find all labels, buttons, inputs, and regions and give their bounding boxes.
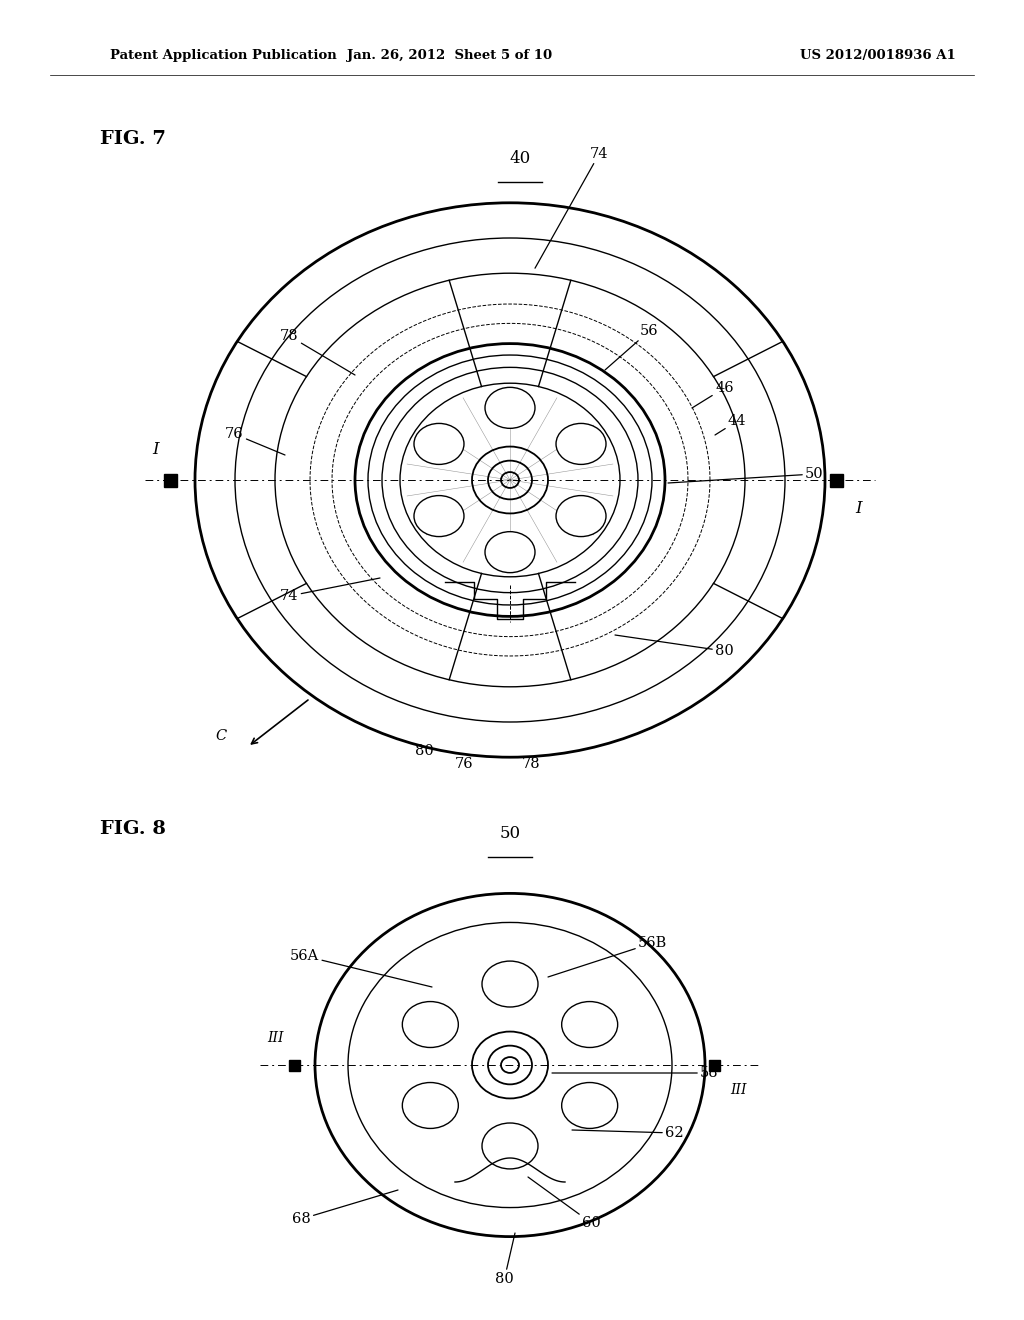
Ellipse shape [556, 495, 606, 537]
Ellipse shape [402, 1082, 459, 1129]
Text: I: I [855, 500, 861, 517]
Ellipse shape [414, 495, 464, 537]
Text: 68: 68 [292, 1191, 398, 1226]
Text: C: C [215, 729, 226, 743]
Text: III: III [267, 1031, 284, 1045]
Text: 50: 50 [500, 825, 520, 842]
FancyBboxPatch shape [830, 474, 843, 487]
Text: Jan. 26, 2012  Sheet 5 of 10: Jan. 26, 2012 Sheet 5 of 10 [347, 49, 553, 62]
FancyBboxPatch shape [709, 1060, 720, 1071]
Ellipse shape [482, 1123, 538, 1170]
Text: 80: 80 [415, 744, 434, 758]
Text: 78: 78 [522, 756, 541, 771]
Ellipse shape [402, 1002, 459, 1048]
Text: 60: 60 [528, 1177, 601, 1230]
Ellipse shape [562, 1002, 617, 1048]
Text: 56: 56 [605, 323, 658, 370]
Text: 74: 74 [535, 147, 608, 268]
Text: 76: 76 [455, 756, 474, 771]
Text: III: III [730, 1082, 746, 1097]
Text: 44: 44 [715, 414, 746, 436]
Text: FIG. 7: FIG. 7 [100, 129, 166, 148]
Ellipse shape [485, 387, 535, 429]
Ellipse shape [562, 1082, 617, 1129]
Ellipse shape [414, 424, 464, 465]
Text: I: I [153, 441, 159, 458]
Ellipse shape [482, 961, 538, 1007]
Text: Patent Application Publication: Patent Application Publication [110, 49, 337, 62]
FancyBboxPatch shape [289, 1060, 300, 1071]
Text: 76: 76 [225, 426, 285, 455]
Ellipse shape [556, 424, 606, 465]
Text: 40: 40 [509, 150, 530, 168]
Text: 56B: 56B [548, 936, 668, 977]
Text: FIG. 8: FIG. 8 [100, 820, 166, 838]
Text: 46: 46 [692, 381, 733, 408]
FancyBboxPatch shape [164, 474, 177, 487]
Ellipse shape [485, 532, 535, 573]
Text: 62: 62 [572, 1126, 684, 1140]
Text: 50: 50 [668, 467, 823, 483]
Text: 78: 78 [280, 329, 355, 375]
Text: 74: 74 [280, 578, 380, 603]
Text: 56A: 56A [290, 949, 432, 987]
Text: 80: 80 [615, 635, 734, 657]
Text: 80: 80 [495, 1233, 515, 1286]
Text: 58: 58 [552, 1067, 719, 1080]
Text: US 2012/0018936 A1: US 2012/0018936 A1 [800, 49, 955, 62]
